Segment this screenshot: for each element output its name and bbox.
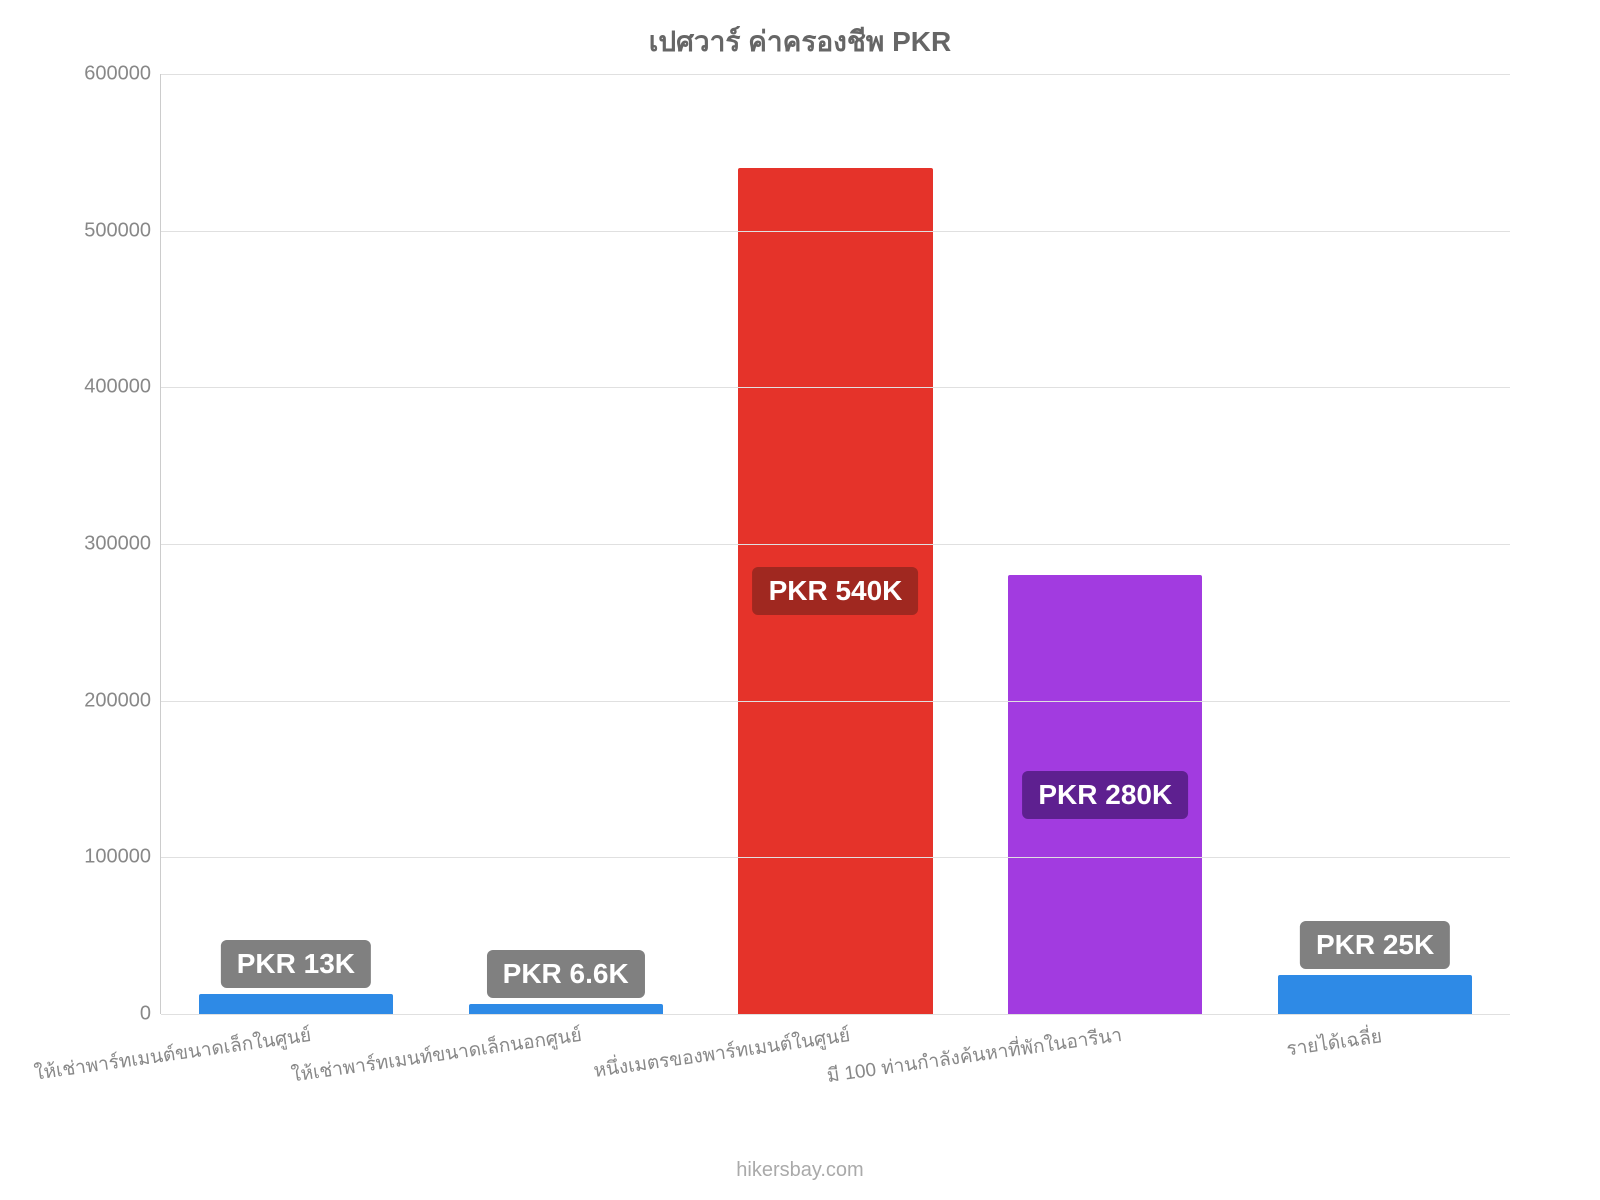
bar xyxy=(1278,975,1472,1014)
gridline xyxy=(161,701,1510,702)
chart-title: เปศวาร์ ค่าครองชีพ PKR xyxy=(50,20,1550,64)
x-label-slot: รายได้เฉลี่ย xyxy=(1240,1022,1510,1082)
y-tick-label: 100000 xyxy=(84,846,151,869)
gridline xyxy=(161,74,1510,75)
y-tick-label: 200000 xyxy=(84,689,151,712)
value-badge: PKR 25K xyxy=(1300,921,1450,969)
y-tick-label: 0 xyxy=(140,1003,151,1026)
bar xyxy=(199,994,393,1014)
y-tick-label: 400000 xyxy=(84,376,151,399)
gridline xyxy=(161,1014,1510,1015)
gridline xyxy=(161,231,1510,232)
gridline xyxy=(161,387,1510,388)
value-badge: PKR 280K xyxy=(1022,771,1188,819)
x-axis-label: รายได้เฉลี่ย xyxy=(1285,1021,1384,1064)
value-badge: PKR 13K xyxy=(221,940,371,988)
plot-area: PKR 13KPKR 6.6KPKR 540KPKR 280KPKR 25K 0… xyxy=(160,74,1510,1014)
bar: PKR 280K xyxy=(1008,575,1202,1014)
value-badge: PKR 540K xyxy=(753,567,919,615)
gridline xyxy=(161,857,1510,858)
x-label-slot: มี 100 ท่านกำลังค้นหาที่พักในอารีนา xyxy=(970,1022,1240,1082)
value-badge: PKR 6.6K xyxy=(487,950,645,998)
x-axis-label: ให้เช่าพาร์ทเมนต์ขนาดเล็กในศูนย์ xyxy=(32,1020,313,1089)
bar: PKR 540K xyxy=(738,168,932,1014)
y-tick-label: 300000 xyxy=(84,533,151,556)
x-axis-labels: ให้เช่าพาร์ทเมนต์ขนาดเล็กในศูนย์ให้เช่าพ… xyxy=(160,1022,1510,1082)
y-tick-label: 500000 xyxy=(84,219,151,242)
y-tick-label: 600000 xyxy=(84,63,151,86)
chart-container: เปศวาร์ ค่าครองชีพ PKR PKR 13K PKR 6.6K PK… xyxy=(50,20,1550,1120)
attribution-text: hikersbay.com xyxy=(0,1159,1600,1182)
bar xyxy=(469,1004,663,1014)
gridline xyxy=(161,544,1510,545)
